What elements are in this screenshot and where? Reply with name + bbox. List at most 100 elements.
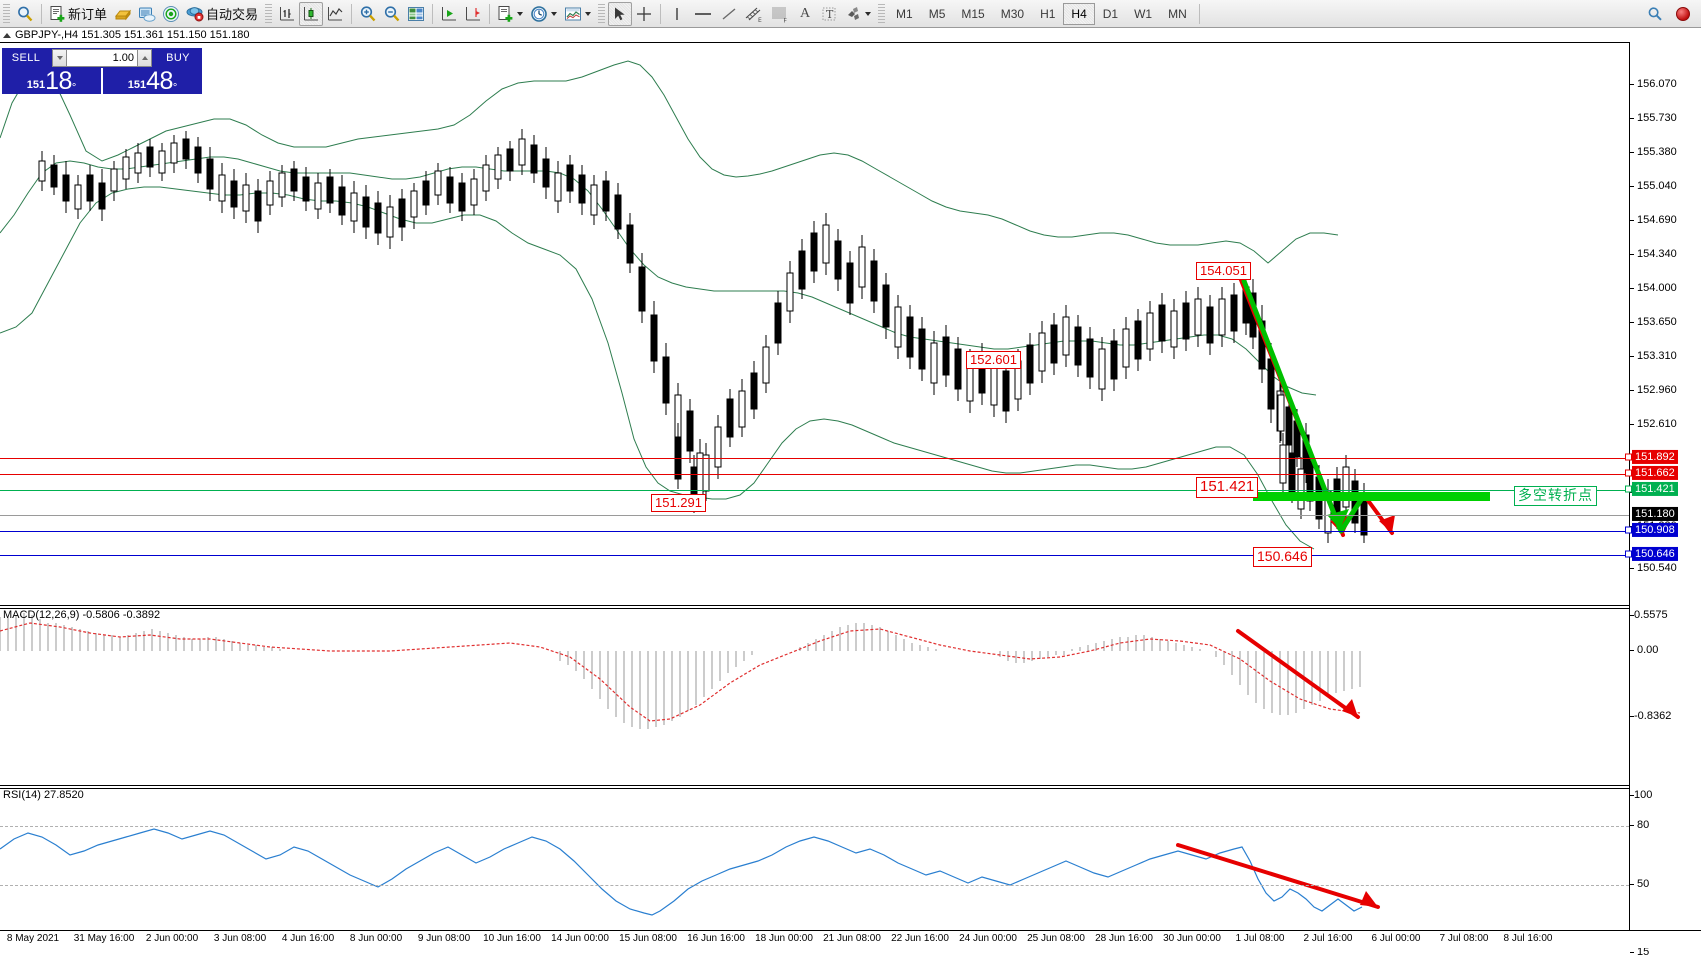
time-tick-9: 15 Jun 08:00 (619, 933, 677, 944)
zoom-out-button[interactable] (380, 2, 404, 26)
toolbar-grip-standard[interactable] (3, 3, 10, 24)
level-handle-151-892[interactable] (1625, 453, 1632, 461)
text-label-tool-button[interactable]: A (793, 2, 817, 26)
level-handle-151-662[interactable] (1625, 469, 1632, 477)
zoom-search-icon-button[interactable] (13, 2, 37, 26)
level-handle-151-421[interactable] (1625, 485, 1632, 493)
rsi-level-50 (0, 885, 1629, 886)
level-handle-150-908[interactable] (1625, 526, 1632, 534)
label-turning-point[interactable]: 多空转折点 (1514, 486, 1597, 506)
time-tick-13: 22 Jun 16:00 (891, 933, 949, 944)
hline-151-421[interactable] (0, 490, 1629, 491)
toolbar-grip-timeframes[interactable] (878, 3, 886, 24)
label-152-601[interactable]: 152.601 (966, 351, 1021, 370)
notifications-button[interactable] (1671, 2, 1695, 26)
hline-151-180[interactable] (0, 515, 1629, 516)
label-154-051[interactable]: 154.051 (1196, 262, 1251, 281)
price-tick-9: 152.960 (1630, 384, 1677, 396)
hline-151-892[interactable] (0, 458, 1629, 459)
templates-button[interactable] (561, 2, 595, 26)
timeframe-h1[interactable]: H1 (1040, 6, 1056, 21)
main-toolbar: 新订单 自动交易 (0, 0, 1701, 28)
timeframe-mn[interactable]: MN (1168, 6, 1187, 21)
vertical-line-tool-button[interactable] (665, 2, 689, 26)
timeframe-m5[interactable]: M5 (928, 6, 946, 21)
sell-button[interactable]: SELL (2, 48, 50, 68)
timeframe-m1[interactable]: M1 (896, 6, 913, 21)
hline-150-646[interactable] (0, 555, 1629, 556)
crosshair-tool-button[interactable] (632, 2, 656, 26)
time-tick-6: 9 Jun 08:00 (417, 933, 471, 944)
trend-arrow-group (1237, 273, 1395, 537)
time-tick-19: 2 Jul 16:00 (1303, 933, 1353, 944)
label-151-291[interactable]: 151.291 (651, 494, 706, 513)
volume-increase-button[interactable] (137, 49, 152, 67)
time-tick-20: 6 Jul 00:00 (1371, 933, 1421, 944)
chevron-down-icon-indicators[interactable] (517, 11, 524, 16)
volume-decrease-button[interactable] (52, 49, 67, 67)
price-tag-151-421[interactable]: 151.421 (1632, 481, 1678, 497)
buy-button[interactable]: BUY (154, 48, 202, 68)
price-scale[interactable]: 156.070 155.730 155.380 155.040 154.690 … (1625, 42, 1701, 958)
new-order-button[interactable]: 新订单 (46, 2, 111, 26)
pane-divider-macd-top (0, 605, 1629, 606)
one-click-trading-panel[interactable]: SELL 1.00 BUY 151 18 ° 151 48 ° (2, 48, 202, 94)
rsi-level-80 (0, 826, 1629, 827)
price-tag-151-662[interactable]: 151.662 (1632, 465, 1678, 481)
data-window-button[interactable] (404, 2, 428, 26)
volume-input[interactable]: 1.00 (67, 49, 137, 67)
auto-trading-button[interactable]: 自动交易 (183, 2, 262, 26)
terminal-window-button[interactable] (135, 2, 159, 26)
time-scale[interactable]: 8 May 2021 31 May 16:00 2 Jun 00:00 3 Ju… (0, 930, 1701, 948)
label-150-646[interactable]: 150.646 (1253, 547, 1312, 567)
sell-price-display[interactable]: 151 18 ° (2, 68, 101, 94)
toolbar-separator-6 (1198, 3, 1200, 24)
price-tick-7: 153.650 (1630, 316, 1677, 328)
line-chart-button[interactable] (323, 2, 347, 26)
price-tag-150-646[interactable]: 150.646 (1632, 546, 1678, 562)
hline-151-662[interactable] (0, 474, 1629, 475)
cursor-tool-button[interactable] (608, 1, 633, 26)
price-tag-151-892[interactable]: 151.892 (1632, 449, 1678, 465)
price-tick-14: 150.540 (1630, 562, 1677, 574)
price-tag-150-908[interactable]: 150.908 (1632, 522, 1678, 538)
timeframe-m15[interactable]: M15 (961, 6, 985, 21)
signals-radar-icon (163, 5, 180, 22)
chart-window[interactable]: GBPJPY-,H4 151.305 151.361 151.150 151.1… (0, 28, 1701, 958)
level-handle-150-646[interactable] (1625, 550, 1632, 558)
auto-scroll-button[interactable] (437, 2, 461, 26)
candlestick-chart-button[interactable] (299, 1, 324, 26)
chevron-down-icon-periods[interactable] (551, 11, 558, 16)
text-object-tool-button[interactable]: T (817, 2, 841, 26)
timeframe-m30[interactable]: M30 (1000, 6, 1025, 21)
chevron-down-icon-volume (56, 56, 63, 60)
toolbar-grip-charts[interactable] (265, 3, 273, 24)
gold-bar-button[interactable] (111, 2, 135, 26)
zoom-in-button[interactable] (356, 2, 380, 26)
timeframe-h4[interactable]: H4 (1063, 2, 1095, 25)
buy-price-display[interactable]: 151 48 ° (103, 68, 202, 94)
equidistant-channel-tool-button[interactable]: E (741, 2, 767, 26)
search-button[interactable] (1643, 2, 1667, 26)
volume-stepper[interactable]: 1.00 (50, 48, 154, 68)
toolbar-grip-linestudies[interactable] (598, 3, 606, 24)
periods-button[interactable] (527, 2, 561, 26)
fibonacci-tool-button[interactable]: F (767, 2, 793, 26)
chart-plot-area[interactable]: 154.051 152.601 151.291 151.421 150.646 … (0, 42, 1630, 930)
chart-shift-button[interactable] (461, 2, 485, 26)
horizontal-line-tool-button[interactable] (689, 2, 717, 26)
drawing-shapes-button[interactable] (841, 2, 875, 26)
timeframe-w1[interactable]: W1 (1134, 6, 1153, 21)
signals-radar-button[interactable] (159, 2, 183, 26)
chevron-down-icon-shapes[interactable] (865, 11, 872, 16)
label-151-421[interactable]: 151.421 (1196, 477, 1259, 498)
timeframe-d1[interactable]: D1 (1102, 6, 1119, 21)
bar-chart-button[interactable] (275, 2, 299, 26)
chart-maximize-icon[interactable] (3, 32, 11, 38)
indicators-button[interactable] (494, 2, 527, 26)
price-tick-8: 153.310 (1630, 350, 1677, 362)
trendline-tool-button[interactable] (717, 2, 741, 26)
auto-scroll-icon (442, 6, 457, 20)
chevron-down-icon-templates[interactable] (585, 11, 592, 16)
hline-150-908[interactable] (0, 531, 1629, 532)
